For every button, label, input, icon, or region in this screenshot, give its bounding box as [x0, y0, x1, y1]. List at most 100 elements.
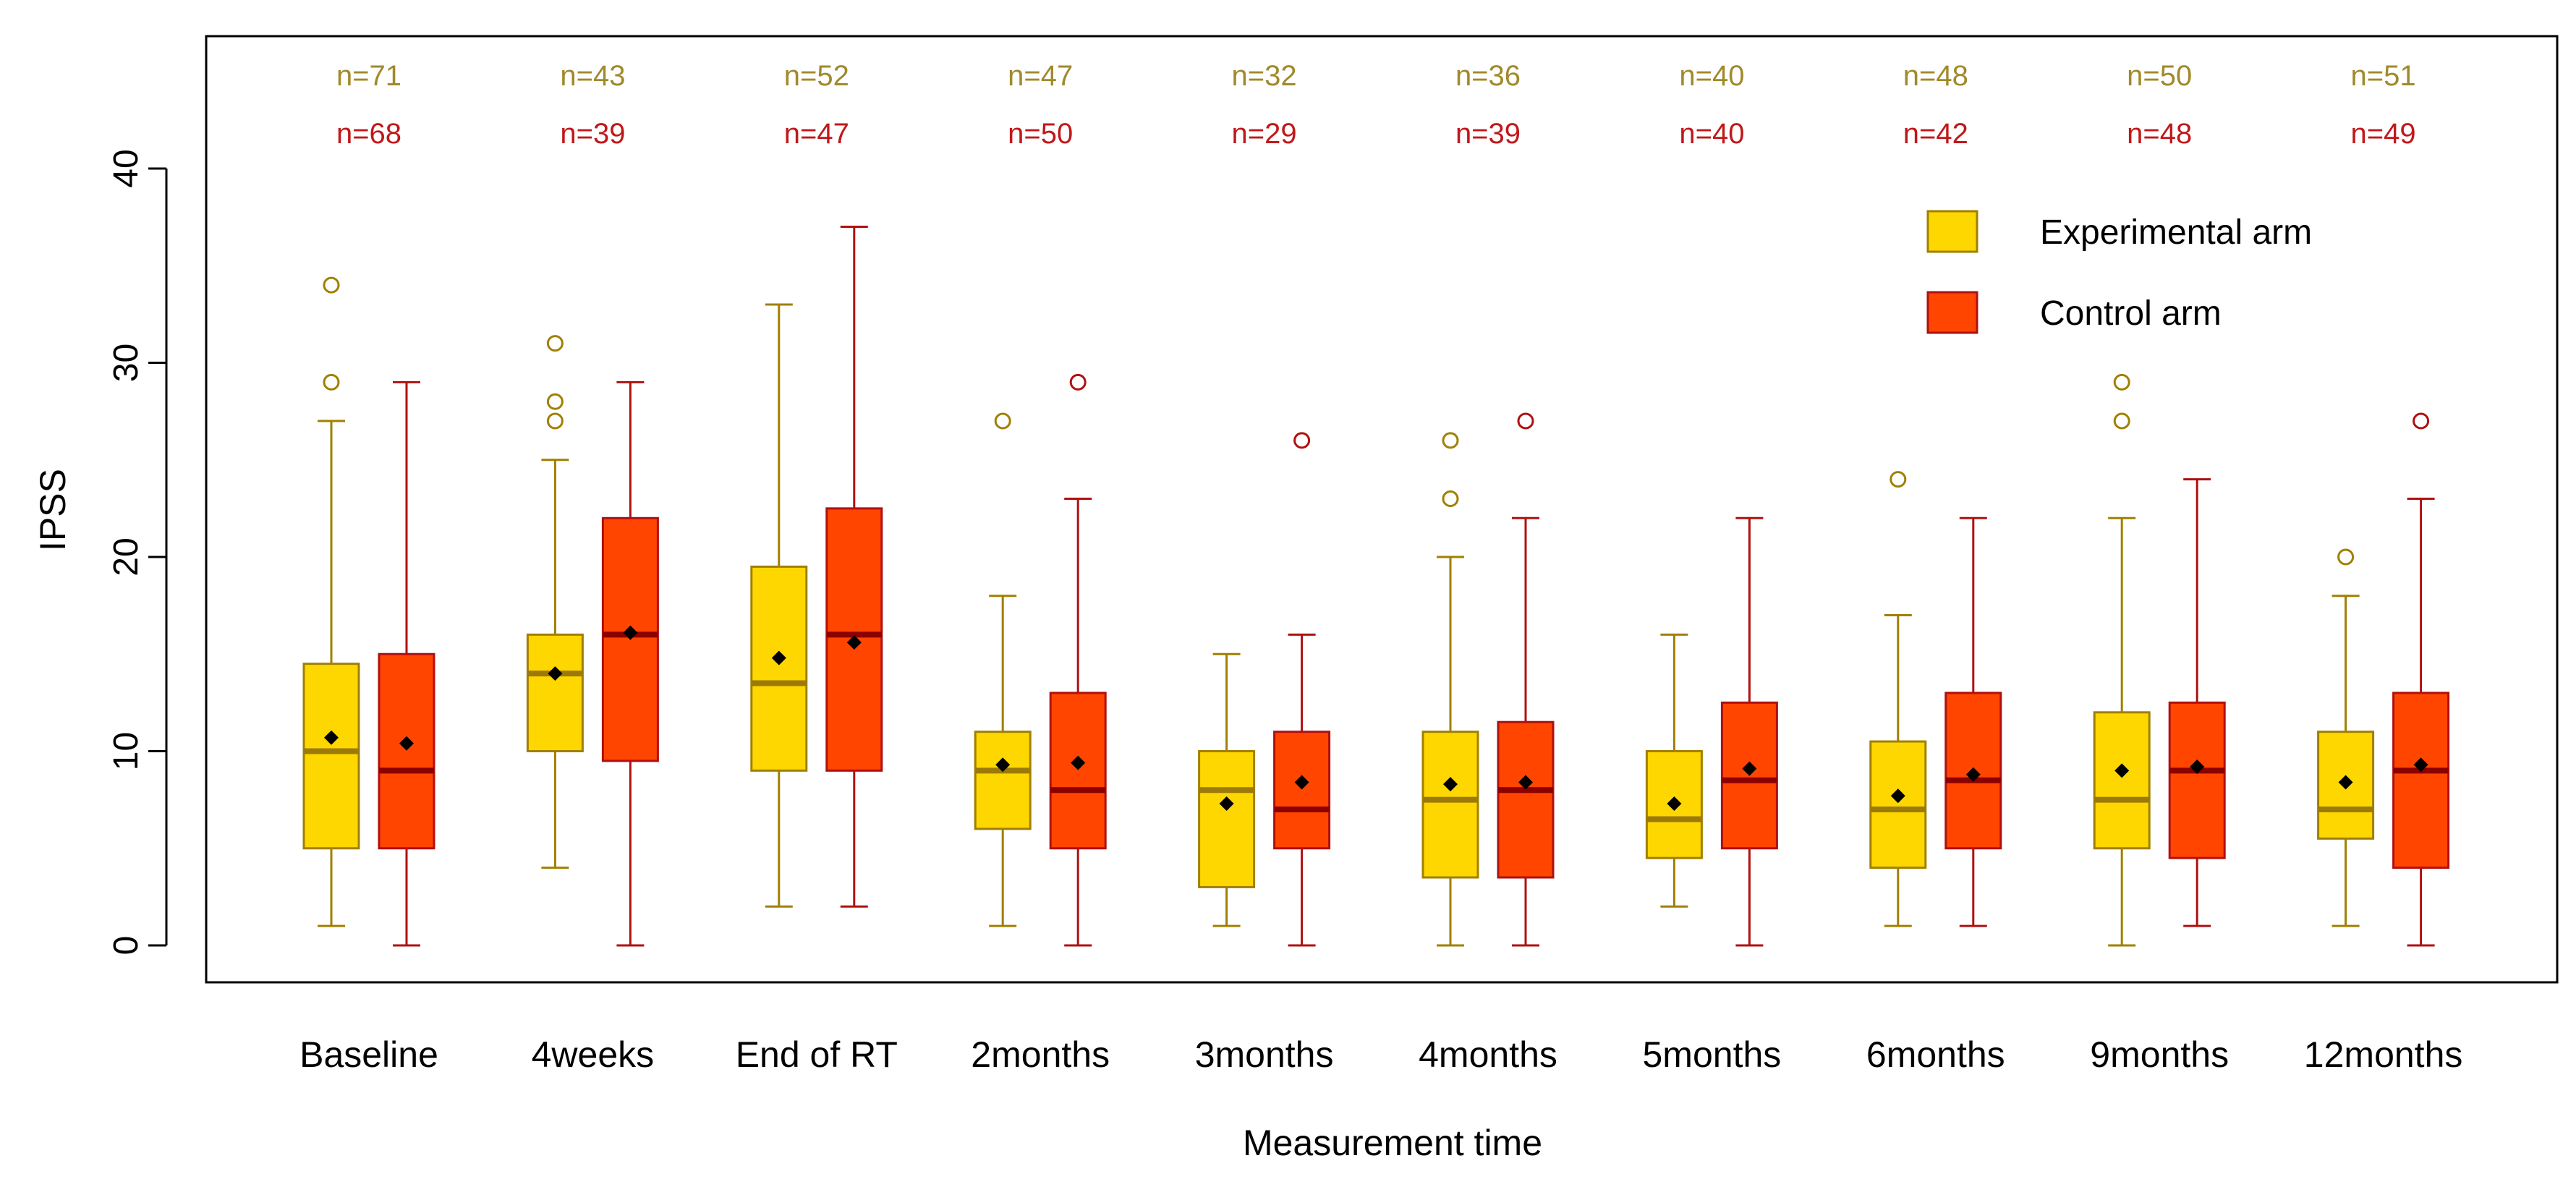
mean-marker — [1742, 761, 1757, 776]
outlier-point — [2113, 412, 2130, 430]
box-control-1 — [601, 380, 659, 947]
box-control-7 — [1944, 516, 2002, 927]
n-label: n=36 — [1455, 60, 1521, 92]
n-label: n=43 — [560, 60, 625, 92]
iqr-box — [2392, 692, 2450, 869]
outlier-point — [1890, 471, 1907, 488]
box-control-9 — [2392, 412, 2450, 947]
n-label: n=39 — [560, 118, 625, 150]
n-label: n=48 — [1903, 60, 1968, 92]
n-label: n=39 — [1455, 118, 1521, 150]
iqr-box — [2168, 701, 2226, 859]
n-label: n=49 — [2351, 118, 2416, 150]
iqr-box — [1497, 720, 1555, 879]
mean-marker — [1518, 775, 1533, 790]
legend-swatch — [1926, 291, 1978, 334]
mean-marker — [1443, 777, 1458, 792]
n-label: n=68 — [336, 118, 401, 150]
x-category-label: End of RT — [736, 1034, 898, 1075]
mean-marker — [1294, 775, 1309, 790]
x-axis-title: Measurement time — [1243, 1123, 1542, 1163]
mean-marker — [399, 736, 414, 751]
iqr-box — [1198, 750, 1256, 888]
legend-swatch — [1926, 210, 1978, 253]
box-control-4 — [1273, 432, 1331, 947]
legend-label: Control arm — [2040, 294, 2222, 333]
mean-marker — [1667, 796, 1682, 811]
n-label: n=42 — [1903, 118, 1968, 150]
box-control-3 — [1049, 373, 1107, 947]
box-experimental-2 — [750, 303, 808, 908]
outlier-point — [2413, 412, 2430, 430]
box-experimental-1 — [526, 335, 584, 869]
x-category-label: 3months — [1195, 1034, 1334, 1075]
box-experimental-9 — [2317, 548, 2375, 927]
box-control-0 — [378, 380, 435, 947]
legend-label: Experimental arm — [2040, 213, 2312, 252]
iqr-box — [378, 652, 435, 850]
outlier-point — [1069, 373, 1087, 391]
box-control-2 — [825, 226, 883, 908]
box-control-6 — [1720, 516, 1778, 947]
x-category-label: Baseline — [299, 1034, 438, 1075]
outlier-point — [1442, 432, 1459, 449]
iqr-box — [974, 731, 1032, 830]
n-label: n=48 — [2127, 118, 2192, 150]
y-tick-label: 0 — [107, 936, 145, 956]
n-label: n=71 — [336, 60, 401, 92]
y-tick-label: 20 — [107, 537, 145, 576]
outlier-point — [994, 412, 1011, 430]
plot-frame — [205, 35, 2559, 984]
mean-marker — [771, 650, 786, 665]
box-experimental-3 — [974, 412, 1032, 927]
mean-marker — [1965, 767, 1981, 782]
n-label: n=50 — [2127, 60, 2192, 92]
box-control-5 — [1497, 412, 1555, 947]
outlier-point — [323, 373, 340, 391]
mean-marker — [2413, 757, 2428, 773]
box-experimental-8 — [2093, 373, 2151, 947]
x-category-label: 5months — [1643, 1034, 1782, 1075]
iqr-box — [302, 663, 360, 850]
iqr-box — [1049, 692, 1107, 850]
y-tick-label: 30 — [107, 344, 145, 382]
n-label: n=50 — [1008, 118, 1073, 150]
outlier-point — [2337, 548, 2355, 566]
outlier-point — [546, 412, 564, 430]
box-control-8 — [2168, 478, 2226, 927]
outlier-point — [546, 393, 564, 410]
mean-marker — [2114, 763, 2130, 778]
mean-marker — [995, 757, 1011, 773]
mean-marker — [324, 730, 339, 745]
n-label: n=52 — [784, 60, 849, 92]
mean-marker — [2190, 759, 2205, 774]
n-label: n=40 — [1679, 60, 1744, 92]
n-label: n=29 — [1232, 118, 1297, 150]
iqr-box — [526, 633, 584, 753]
outlier-point — [1293, 432, 1311, 449]
outlier-point — [1442, 490, 1459, 507]
iqr-box — [1869, 740, 1927, 869]
box-experimental-6 — [1645, 633, 1703, 908]
iqr-box — [1273, 731, 1331, 850]
mean-marker — [846, 635, 862, 650]
mean-marker — [548, 666, 563, 681]
y-tick-label: 10 — [107, 732, 145, 770]
outlier-point — [2113, 373, 2130, 391]
box-experimental-5 — [1421, 432, 1479, 947]
box-experimental-0 — [302, 276, 360, 927]
outlier-point — [1517, 412, 1534, 430]
x-category-label: 4weeks — [532, 1034, 655, 1075]
iqr-box — [750, 565, 808, 772]
n-label: n=47 — [1008, 60, 1073, 92]
mean-marker — [1219, 796, 1234, 811]
n-label: n=40 — [1679, 118, 1744, 150]
n-label: n=51 — [2351, 60, 2416, 92]
x-category-label: 12months — [2304, 1034, 2463, 1075]
iqr-box — [1645, 750, 1703, 859]
iqr-box — [1421, 731, 1479, 879]
y-tick-label: 40 — [107, 149, 145, 187]
mean-marker — [1071, 755, 1086, 770]
outlier-point — [323, 276, 340, 294]
